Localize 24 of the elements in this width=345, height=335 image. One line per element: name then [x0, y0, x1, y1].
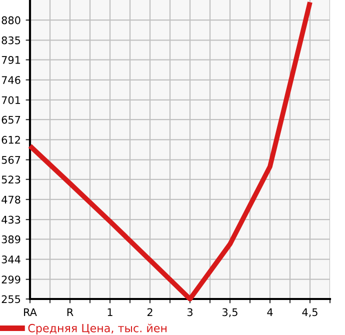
y-tick-label: 523	[2, 176, 20, 184]
y-tick-label: 791	[2, 56, 20, 64]
y-tick-label: 746	[2, 76, 20, 84]
y-tick-label: 835	[2, 36, 20, 44]
y-tick-label: 433	[2, 216, 20, 224]
x-tick-label: R	[67, 308, 74, 316]
x-tick-label: RA	[24, 308, 37, 316]
y-tick-label: 255	[2, 295, 20, 304]
y-tick-label: 478	[2, 196, 20, 204]
y-tick-label: 567	[2, 156, 20, 164]
x-tick-label: 4	[267, 308, 273, 316]
y-tick-label: 389	[2, 235, 20, 244]
y-tick-label: 657	[2, 116, 20, 124]
y-tick-label: 880	[2, 16, 20, 24]
y-tick-label: 701	[2, 96, 20, 104]
y-tick-label: 299	[2, 276, 20, 284]
legend-label: Средняя Цена, тыс. йен	[28, 324, 166, 334]
y-tick-label: 612	[2, 136, 20, 144]
x-tick-label: 3	[187, 308, 192, 316]
x-tick-label: 1	[108, 308, 112, 316]
x-tick-label: 3,5	[222, 308, 238, 318]
x-tick-label: 2	[147, 308, 152, 316]
x-tick-label: 4,5	[302, 308, 318, 318]
y-tick-label: 344	[2, 256, 20, 264]
